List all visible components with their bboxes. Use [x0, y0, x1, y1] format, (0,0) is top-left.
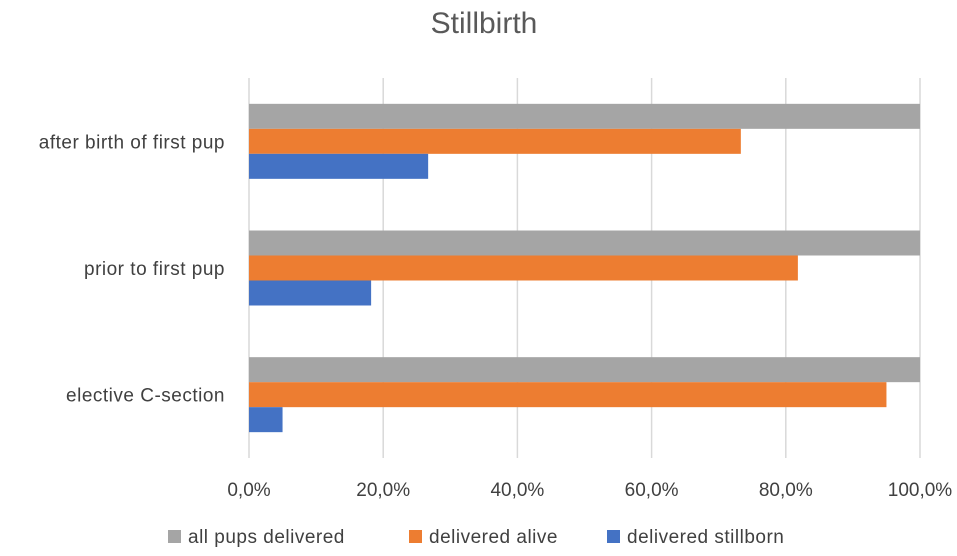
legend-label-1: delivered alive: [429, 527, 558, 548]
tick-label-4: 80,0%: [759, 480, 813, 501]
bar-2-0: [249, 357, 920, 383]
bar-1-2: [249, 280, 372, 306]
bars: [249, 103, 920, 433]
tick-label-5: 100,0%: [888, 480, 953, 501]
bar-0-1: [249, 128, 741, 154]
category-label-0: after birth of first pup: [39, 132, 225, 153]
bar-0-2: [249, 153, 429, 179]
legend-swatch-1: [409, 530, 422, 543]
bar-1-0: [249, 230, 920, 256]
legend-label-2: delivered stillborn: [627, 527, 784, 548]
category-label-1: prior to first pup: [84, 259, 225, 280]
legend-label-0: all pups delivered: [188, 527, 345, 548]
tick-label-0: 0,0%: [227, 480, 270, 501]
legend-swatch-0: [168, 530, 181, 543]
legend-swatch-2: [607, 530, 620, 543]
chart-title: Stillbirth: [431, 7, 538, 40]
bar-1-1: [249, 255, 798, 281]
x-axis-tick-labels: 0,0% 20,0% 40,0% 60,0% 80,0% 100,0%: [227, 480, 952, 501]
legend: all pups delivered delivered alive deliver…: [168, 527, 784, 548]
tick-label-2: 40,0%: [490, 480, 544, 501]
tick-label-3: 60,0%: [625, 480, 679, 501]
bar-0-0: [249, 103, 920, 129]
bar-2-2: [249, 407, 283, 433]
category-label-2: elective C-section: [66, 386, 225, 407]
tick-label-1: 20,0%: [356, 480, 410, 501]
bar-2-1: [249, 382, 887, 408]
category-labels: after birth of first pup prior to first p…: [39, 132, 225, 406]
